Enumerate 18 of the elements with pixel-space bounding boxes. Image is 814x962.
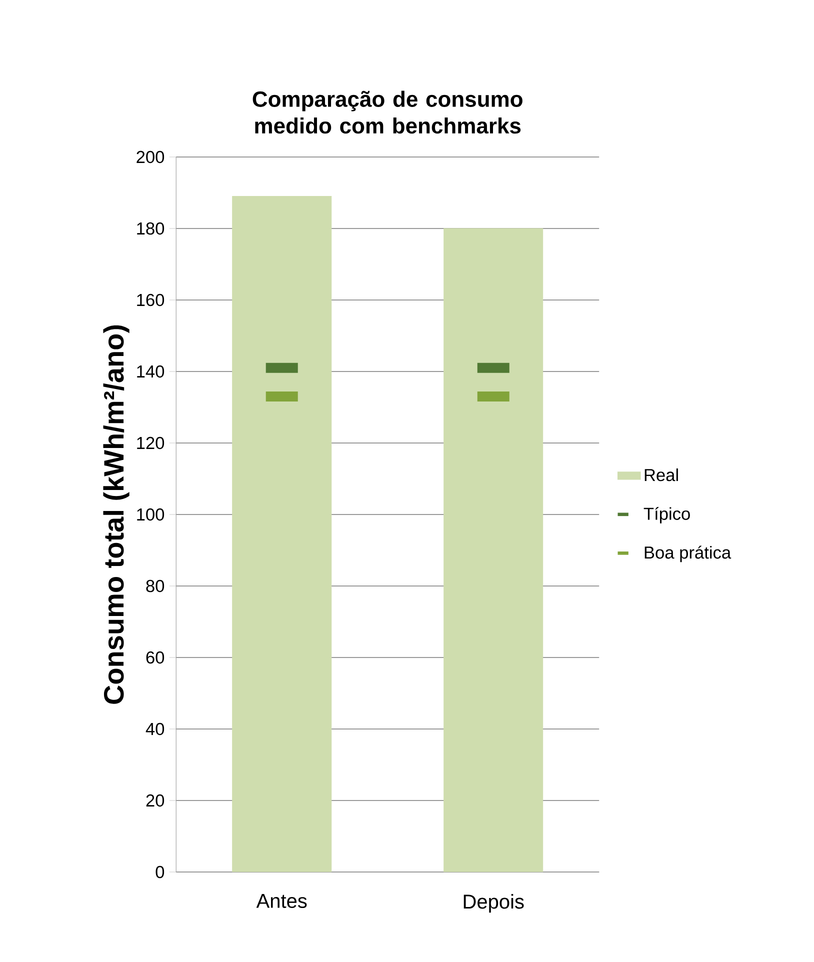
y-tick-label: 140 — [137, 365, 164, 378]
y-tick-label: 200 — [136, 150, 164, 164]
legend-label: Boa prática — [644, 546, 732, 562]
y-tick-label: 60 — [146, 651, 164, 664]
x-tick-label: Antes — [256, 894, 307, 908]
y-tick-label: 160 — [137, 294, 164, 306]
chart-title: Comparação de consumo medido com benchmarks — [252, 90, 522, 134]
y-tick-label: 40 — [146, 722, 164, 736]
y-tick-label: 120 — [137, 436, 164, 450]
y-tick-label: 20 — [146, 794, 164, 807]
y-tick-label: 100 — [137, 508, 164, 521]
legend-label: Típico — [644, 507, 690, 524]
y-tick-label: 180 — [137, 222, 164, 235]
y-tick-label: 80 — [146, 580, 164, 592]
y-tick-label: 0 — [156, 866, 164, 878]
x-tick-label: Depois — [464, 894, 524, 913]
legend-label: Real — [644, 468, 678, 482]
y-axis-title: Consumo total (kWh/m²/ano) — [103, 325, 130, 704]
